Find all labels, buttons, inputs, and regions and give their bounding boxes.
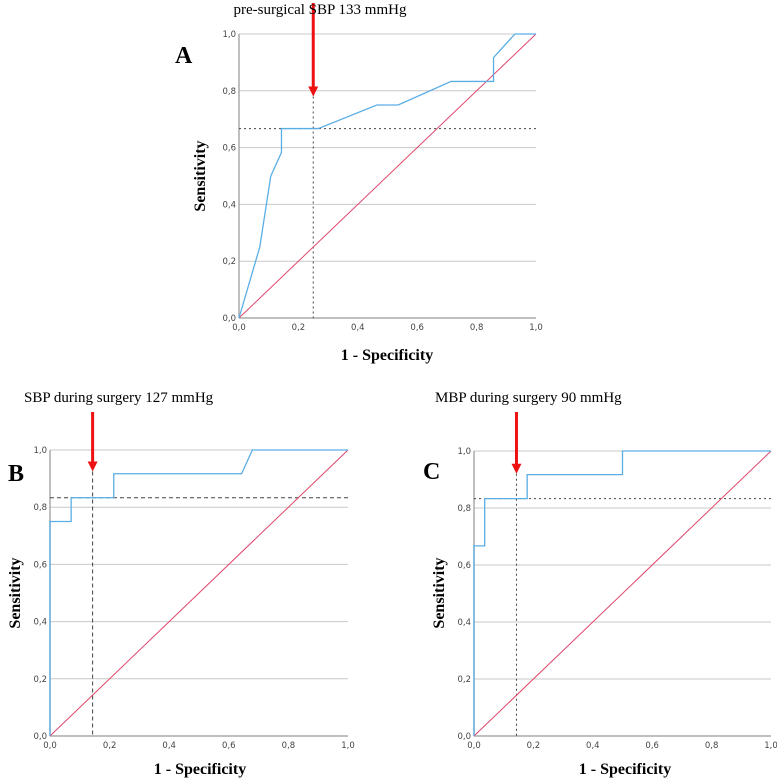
reference-line xyxy=(238,33,537,319)
x-tick-label: 0,2 xyxy=(103,741,117,751)
y-tick-label: 0,8 xyxy=(222,87,236,97)
x-tick-label: 0,6 xyxy=(645,741,659,751)
panel-label: C xyxy=(423,459,440,485)
y-tick-label: 0,4 xyxy=(457,618,471,628)
x-tick-label: 0,6 xyxy=(410,323,424,333)
y-tick-label: 0,6 xyxy=(33,560,47,570)
x-tick-label: 0,0 xyxy=(232,323,246,333)
x-axis-label: 1 - Specificity xyxy=(341,347,433,364)
y-tick-label: 0,2 xyxy=(33,675,47,685)
y-tick-label: 1,0 xyxy=(457,447,471,457)
y-tick-label: 0,0 xyxy=(457,732,471,742)
x-tick-label: 1,0 xyxy=(764,741,777,751)
panel-title: MBP during surgery 90 mmHg xyxy=(435,390,622,406)
cutoff-arrow-head xyxy=(308,86,319,97)
y-tick-label: 0,4 xyxy=(222,200,236,210)
cutoff-arrow-head xyxy=(87,461,98,472)
panel-title: pre-surgical SBP 133 mmHg xyxy=(234,2,407,18)
x-tick-label: 0,4 xyxy=(351,323,365,333)
y-tick-label: 0,8 xyxy=(457,504,471,514)
y-tick-label: 0,0 xyxy=(33,732,47,742)
roc-panel-c: 0,0 0,2 0,4 0,6 0,8 1,0 0,0 0,2 0,4 0,6 0,8 1,0 MBP … xyxy=(423,390,777,778)
roc-panel-a: 0,0 0,2 0,4 0,6 0,8 1,0 0,0 0,2 0,4 0,6 0,8 1,0 pre-… xyxy=(175,2,543,364)
y-axis-label: Sensitivity xyxy=(431,557,448,628)
y-tick-label: 0,2 xyxy=(457,675,471,685)
x-tick-label: 0,0 xyxy=(43,741,57,751)
y-axis-label: Sensitivity xyxy=(192,140,209,211)
reference-line xyxy=(49,449,349,737)
x-axis-label: 1 - Specificity xyxy=(579,761,671,778)
cutoff-arrow-head xyxy=(511,463,522,474)
x-axis-label: 1 - Specificity xyxy=(154,761,246,778)
y-tick-label: 0,8 xyxy=(33,503,47,513)
panel-label: B xyxy=(8,461,24,487)
x-tick-label: 0,0 xyxy=(467,741,481,751)
x-tick-label: 0,2 xyxy=(292,323,306,333)
panel-label: A xyxy=(175,43,193,69)
y-tick-label: 1,0 xyxy=(222,30,236,40)
x-tick-label: 0,8 xyxy=(470,323,484,333)
x-tick-label: 1,0 xyxy=(529,323,543,333)
roc-curve xyxy=(473,450,771,736)
x-tick-label: 0,8 xyxy=(705,741,719,751)
x-tick-label: 0,4 xyxy=(586,741,600,751)
roc-panel-b: 0,0 0,2 0,4 0,6 0,8 1,0 0,0 0,2 0,4 0,6 0,8 1,0 SBP … xyxy=(7,390,355,778)
y-tick-label: 0,6 xyxy=(222,144,236,154)
y-tick-label: 0,4 xyxy=(33,618,47,628)
x-tick-label: 0,2 xyxy=(527,741,541,751)
y-tick-label: 0,6 xyxy=(457,561,471,571)
y-tick-label: 0,0 xyxy=(222,314,236,324)
roc-curve xyxy=(49,449,348,736)
panel-title: SBP during surgery 127 mmHg xyxy=(24,390,214,406)
x-tick-label: 1,0 xyxy=(341,741,355,751)
y-tick-label: 0,2 xyxy=(222,257,236,267)
x-tick-label: 0,6 xyxy=(222,741,236,751)
reference-line xyxy=(473,450,772,737)
x-tick-label: 0,4 xyxy=(162,741,176,751)
y-axis-label: Sensitivity xyxy=(7,557,24,628)
y-tick-label: 1,0 xyxy=(33,446,47,456)
roc-curve xyxy=(238,33,536,319)
x-tick-label: 0,8 xyxy=(282,741,296,751)
